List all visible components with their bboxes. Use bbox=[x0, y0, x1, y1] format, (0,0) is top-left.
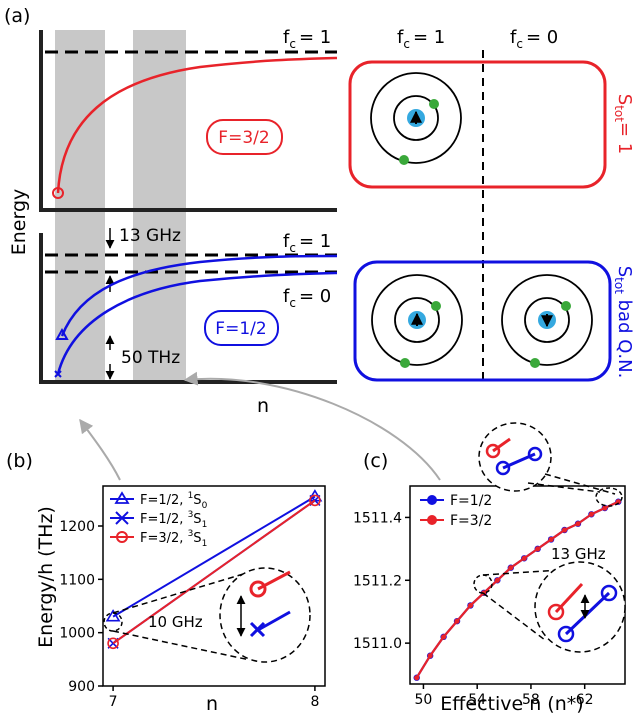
f12-singlet-curve bbox=[60, 254, 338, 337]
f12-triplet-curve bbox=[56, 271, 338, 375]
c-ytick-label: 1511.4 bbox=[353, 510, 402, 526]
c-point bbox=[427, 653, 433, 659]
f12-label: F=1/2 bbox=[215, 319, 266, 339]
fc1-label-lower: fc = 1 bbox=[283, 231, 331, 255]
c-point bbox=[467, 602, 474, 609]
fc0-label-lower: fc = 0 bbox=[283, 286, 331, 310]
f32-label-box bbox=[206, 119, 283, 155]
b-xtick-label: 8 bbox=[310, 694, 319, 710]
c-point bbox=[454, 618, 460, 624]
atom-top bbox=[370, 72, 462, 165]
stot-bad-box bbox=[353, 260, 612, 382]
b-point-singlet bbox=[105, 609, 121, 622]
b-inset: 10 GHz bbox=[103, 567, 311, 663]
c-inset-bottom: 13 GHz bbox=[473, 545, 626, 653]
f32-curve bbox=[56, 56, 338, 194]
panel-b-label: (b) bbox=[6, 450, 33, 472]
f12-singlet-marker bbox=[55, 327, 69, 340]
panel-c-label: (c) bbox=[363, 450, 388, 472]
c-ytick-label: 1511.2 bbox=[353, 573, 402, 589]
c-point bbox=[440, 634, 447, 640]
b-legend-1: F=1/2, 1S0 bbox=[140, 491, 208, 511]
b-xtick-label: 7 bbox=[109, 694, 118, 710]
stot1-label: Stot= 1 bbox=[612, 94, 635, 154]
b-plot-frame bbox=[102, 485, 326, 687]
c-point bbox=[602, 505, 608, 511]
c-xtick-label: 50 bbox=[415, 692, 433, 708]
n-axis-label: n bbox=[257, 395, 269, 417]
energy-axis-label: Energy bbox=[8, 189, 30, 256]
c-legend-1: F=1/2 bbox=[450, 493, 492, 509]
atom-bottom-right bbox=[501, 274, 593, 368]
c-legend-2: F=3/2 bbox=[450, 513, 492, 529]
b-point-f32 bbox=[309, 494, 321, 507]
c-xlabel: Effective n (n*) bbox=[440, 693, 583, 715]
c-xtick-label: 54 bbox=[468, 692, 486, 708]
b-point-f32 bbox=[107, 637, 119, 650]
c-xtick-label: 62 bbox=[576, 692, 594, 708]
schematic-fc0-label: fc = 0 bbox=[510, 27, 558, 51]
gap-13ghz-label: 13 GHz bbox=[119, 226, 181, 246]
c-ytick-label: 1511.0 bbox=[353, 636, 402, 652]
thz-label: 50 THz bbox=[121, 348, 180, 368]
c-point bbox=[521, 555, 527, 561]
fc1-label-upper: fc = 1 bbox=[283, 27, 331, 51]
b-series-line bbox=[112, 499, 316, 645]
f12-label-box bbox=[204, 310, 279, 346]
b-legend-3: F=3/2, 3S1 bbox=[140, 529, 207, 549]
c-inset-top bbox=[478, 422, 623, 507]
b-series-line bbox=[112, 495, 316, 618]
schematic-fc1-label: fc = 1 bbox=[397, 27, 445, 51]
c-point bbox=[588, 511, 595, 517]
f12-triplet-marker bbox=[54, 370, 62, 378]
f32-label: F=3/2 bbox=[218, 128, 269, 148]
c-point bbox=[561, 527, 568, 533]
b-legend-2: F=1/2, 3S1 bbox=[140, 510, 207, 530]
atom-bottom-left bbox=[371, 274, 463, 368]
c-point bbox=[535, 546, 541, 552]
c-point bbox=[414, 675, 420, 681]
f32-start-marker bbox=[52, 187, 64, 199]
b-ytick-label: 900 bbox=[68, 679, 95, 695]
panel-a-label: (a) bbox=[4, 5, 30, 27]
panel-a: (a) Energy n fc = 1 F=3/2 fc = 1 fc = 0 13 … bbox=[4, 5, 635, 481]
b-ytick-label: 1000 bbox=[59, 626, 95, 642]
c-series-line bbox=[415, 500, 619, 679]
b-ytick-label: 1100 bbox=[59, 572, 95, 588]
c-legend: F=1/2 F=3/2 bbox=[420, 493, 492, 529]
b-ylabel: Energy/h (THz) bbox=[35, 506, 57, 648]
c-xticks: 50 54 58 62 bbox=[415, 684, 594, 708]
c-inset-label: 13 GHz bbox=[551, 545, 606, 563]
c-point bbox=[575, 521, 581, 527]
b-series bbox=[105, 489, 323, 650]
c-xtick-label: 58 bbox=[522, 692, 540, 708]
stot1-box bbox=[348, 60, 607, 189]
c-point bbox=[494, 577, 500, 583]
connector-arrow-c bbox=[183, 371, 441, 481]
b-xlabel: n bbox=[206, 693, 218, 715]
gray-band-left bbox=[55, 30, 105, 382]
stot-bad-label: Stot bad Q.N. bbox=[612, 266, 635, 379]
b-ytick-label: 1200 bbox=[59, 519, 95, 535]
connector-arrow-b bbox=[79, 418, 121, 481]
b-legend: F=1/2, 1S0 F=1/2, 3S1 F=3/2, 3S1 bbox=[110, 491, 208, 549]
b-yticks: 900 1000 1100 1200 bbox=[59, 519, 103, 695]
panel-c: (c) Effective n (n*) 1511.01511.21511.4 … bbox=[353, 422, 626, 715]
c-yticks: 1511.0 1511.2 1511.4 bbox=[353, 510, 410, 652]
gray-band-right bbox=[133, 30, 186, 382]
b-inset-label: 10 GHz bbox=[148, 613, 203, 631]
c-point bbox=[615, 499, 621, 505]
c-point bbox=[548, 536, 554, 543]
c-point bbox=[508, 565, 514, 571]
